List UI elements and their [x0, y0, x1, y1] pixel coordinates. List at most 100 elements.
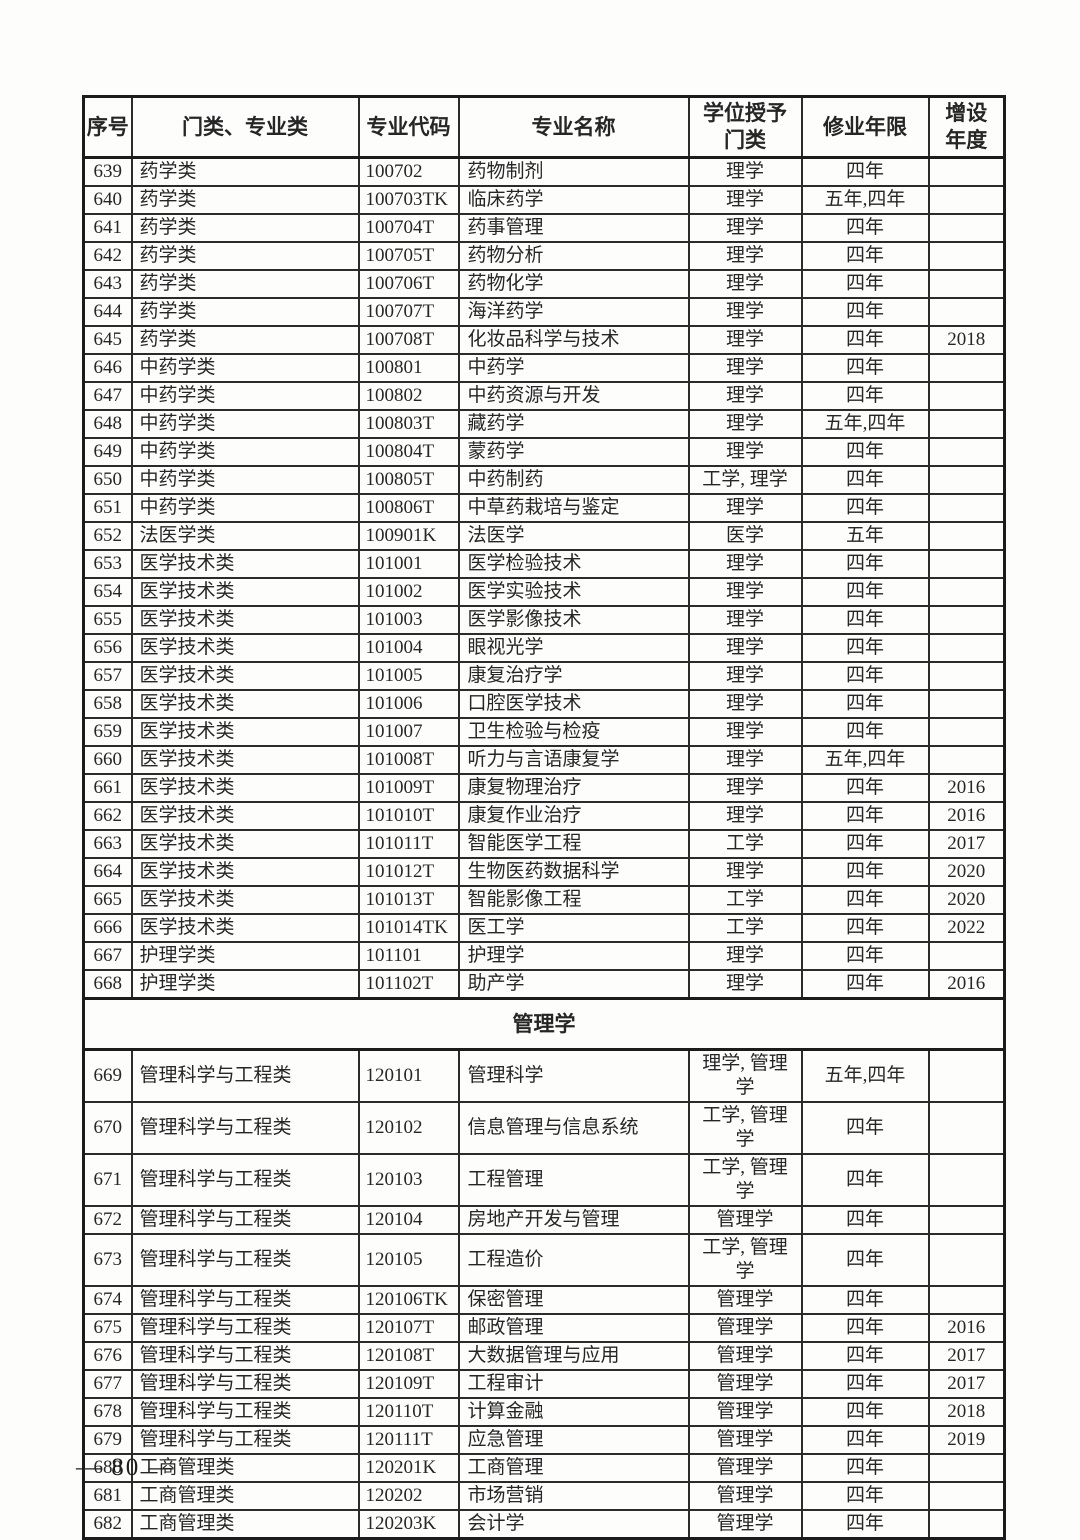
cell-degree: 理学 — [687, 717, 803, 747]
cell-code: 120203K — [357, 1509, 460, 1540]
cell-year_added — [927, 941, 1006, 971]
cell-degree: 管理学 — [687, 1453, 803, 1483]
table-row: 678 管理科学与工程类 120110T 计算金融 管理学 四年 2018 — [82, 1397, 1006, 1427]
cell-no: 657 — [82, 661, 133, 691]
cell-category: 医学技术类 — [130, 661, 360, 691]
cell-years: 四年 — [800, 1453, 930, 1483]
cell-year_added — [927, 409, 1006, 439]
cell-category: 医学技术类 — [130, 801, 360, 831]
cell-year_added: 2022 — [927, 913, 1006, 943]
table-row: 665 医学技术类 101013T 智能影像工程 工学 四年 2020 — [82, 885, 1006, 915]
cell-no: 654 — [82, 577, 133, 607]
cell-category: 中药学类 — [130, 381, 360, 411]
cell-no: 652 — [82, 521, 133, 551]
table-row: 649 中药学类 100804T 蒙药学 理学 四年 — [82, 437, 1006, 467]
cell-years: 四年 — [800, 885, 930, 915]
cell-degree: 理学 — [687, 353, 803, 383]
cell-years: 四年 — [800, 913, 930, 943]
table-row: 658 医学技术类 101006 口腔医学技术 理学 四年 — [82, 689, 1006, 719]
cell-name: 中药学 — [457, 353, 690, 383]
cell-no: 648 — [82, 409, 133, 439]
page-number: — 80 — — [76, 1454, 176, 1481]
cell-category: 医学技术类 — [130, 605, 360, 635]
cell-name: 眼视光学 — [457, 633, 690, 663]
cell-years: 四年 — [800, 661, 930, 691]
cell-degree: 理学 — [687, 156, 803, 187]
cell-degree: 工学 — [687, 885, 803, 915]
cell-no: 674 — [82, 1285, 133, 1315]
cell-degree: 理学 — [687, 689, 803, 719]
cell-code: 120102 — [357, 1101, 460, 1155]
cell-degree: 医学 — [687, 521, 803, 551]
table-row: 682 工商管理类 120203K 会计学 管理学 四年 — [82, 1509, 1006, 1540]
cell-name: 工商管理 — [457, 1453, 690, 1483]
cell-degree: 管理学 — [687, 1481, 803, 1511]
cell-no: 658 — [82, 689, 133, 719]
table-row: 670 管理科学与工程类 120102 信息管理与信息系统 工学, 管理学 四年 — [82, 1101, 1006, 1155]
cell-code: 100803T — [357, 409, 460, 439]
cell-degree: 理学 — [687, 241, 803, 271]
cell-years: 四年 — [800, 269, 930, 299]
cell-degree: 管理学 — [687, 1425, 803, 1455]
cell-no: 681 — [82, 1481, 133, 1511]
column-header-degree: 学位授予 门类 — [687, 95, 803, 159]
cell-degree: 理学, 管理学 — [687, 1048, 803, 1103]
cell-category: 医学技术类 — [130, 745, 360, 775]
cell-years: 四年 — [800, 213, 930, 243]
cell-name: 工程管理 — [457, 1153, 690, 1207]
cell-category: 医学技术类 — [130, 689, 360, 719]
cell-code: 101007 — [357, 717, 460, 747]
cell-year_added — [927, 521, 1006, 551]
cell-year_added — [927, 297, 1006, 327]
cell-category: 工商管理类 — [130, 1481, 360, 1511]
cell-code: 100703TK — [357, 185, 460, 215]
cell-year_added — [927, 1453, 1006, 1483]
cell-code: 100705T — [357, 241, 460, 271]
cell-category: 管理科学与工程类 — [130, 1285, 360, 1315]
cell-name: 听力与言语康复学 — [457, 745, 690, 775]
table-row: 657 医学技术类 101005 康复治疗学 理学 四年 — [82, 661, 1006, 691]
cell-category: 管理科学与工程类 — [130, 1233, 360, 1287]
cell-name: 生物医药数据科学 — [457, 857, 690, 887]
cell-year_added — [927, 549, 1006, 579]
cell-years: 五年,四年 — [800, 745, 930, 775]
table-row: 669 管理科学与工程类 120101 管理科学 理学, 管理学 五年,四年 — [82, 1048, 1006, 1103]
table-row: 663 医学技术类 101011T 智能医学工程 工学 四年 2017 — [82, 829, 1006, 859]
cell-year_added — [927, 1509, 1006, 1540]
cell-no: 656 — [82, 633, 133, 663]
cell-years: 四年 — [800, 1425, 930, 1455]
cell-code: 100801 — [357, 353, 460, 383]
column-header-category: 门类、专业类 — [130, 95, 360, 159]
cell-years: 四年 — [800, 577, 930, 607]
cell-years: 四年 — [800, 689, 930, 719]
cell-category: 中药学类 — [130, 437, 360, 467]
cell-year_added: 2020 — [927, 857, 1006, 887]
cell-degree: 理学 — [687, 437, 803, 467]
cell-no: 661 — [82, 773, 133, 803]
cell-year_added — [927, 1481, 1006, 1511]
cell-category: 药学类 — [130, 156, 360, 187]
cell-year_added — [927, 465, 1006, 495]
cell-degree: 管理学 — [687, 1313, 803, 1343]
cell-degree: 工学 — [687, 829, 803, 859]
cell-years: 四年 — [800, 437, 930, 467]
cell-year_added — [927, 353, 1006, 383]
cell-year_added — [927, 269, 1006, 299]
table-row: 654 医学技术类 101002 医学实验技术 理学 四年 — [82, 577, 1006, 607]
cell-name: 康复作业治疗 — [457, 801, 690, 831]
cell-year_added: 2016 — [927, 1313, 1006, 1343]
cell-degree: 理学 — [687, 297, 803, 327]
cell-degree: 管理学 — [687, 1509, 803, 1540]
cell-years: 四年 — [800, 1233, 930, 1287]
cell-years: 四年 — [800, 1205, 930, 1235]
cell-year_added: 2017 — [927, 829, 1006, 859]
cell-years: 四年 — [800, 549, 930, 579]
table-row: 679 管理科学与工程类 120111T 应急管理 管理学 四年 2019 — [82, 1425, 1006, 1455]
cell-year_added: 2016 — [927, 969, 1006, 1000]
cell-degree: 理学 — [687, 773, 803, 803]
cell-name: 康复物理治疗 — [457, 773, 690, 803]
cell-name: 智能影像工程 — [457, 885, 690, 915]
cell-name: 智能医学工程 — [457, 829, 690, 859]
cell-degree: 理学 — [687, 493, 803, 523]
cell-years: 四年 — [800, 1285, 930, 1315]
